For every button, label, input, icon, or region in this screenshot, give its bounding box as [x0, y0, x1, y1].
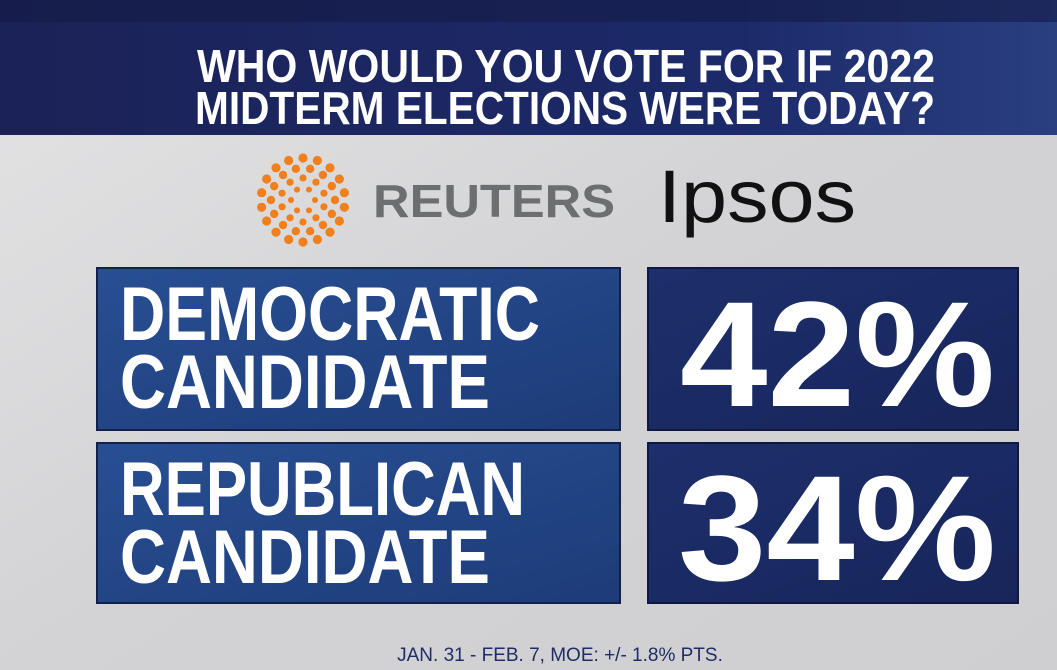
logo-dot — [339, 188, 349, 198]
logo-dot — [257, 202, 267, 212]
logo-dot — [269, 209, 279, 219]
logo-dot — [325, 227, 335, 237]
logo-dot — [271, 163, 281, 173]
logo-dot — [294, 207, 300, 214]
logo-dot — [312, 155, 322, 166]
row-label: DEMOCRATIC — [120, 272, 540, 357]
logo-dot — [257, 188, 267, 198]
logo-dot — [318, 220, 328, 230]
footer-note: JAN. 31 - FEB. 7, MOE: +/- 1.8% PTS. — [397, 645, 723, 666]
reuters-logo-mark — [257, 153, 349, 247]
logo-dot — [305, 226, 315, 236]
logo-dot — [299, 174, 307, 182]
logo-dot — [278, 170, 288, 180]
banner-strip — [0, 0, 1057, 22]
logo-dot — [318, 170, 328, 180]
logo-dot — [286, 178, 294, 186]
label-box — [96, 442, 621, 604]
logo-dot — [278, 220, 288, 230]
logo-dot — [330, 195, 340, 205]
logo-dot — [278, 203, 286, 211]
row-label: CANDIDATE — [120, 515, 490, 600]
logo-dot — [294, 186, 300, 193]
logo-dot — [320, 203, 328, 211]
title-banner — [0, 0, 1057, 135]
logo-dot — [291, 164, 301, 174]
label-box — [96, 267, 621, 431]
value-box — [647, 442, 1019, 604]
logo-dot — [291, 226, 301, 236]
logo-dot — [269, 181, 279, 191]
row-label: CANDIDATE — [120, 340, 490, 425]
logo-dot — [284, 234, 294, 245]
logo-dot — [334, 174, 344, 184]
logo-dot — [312, 214, 320, 222]
logo-dot — [278, 189, 286, 197]
logo-dot — [339, 202, 349, 212]
logo-dot — [306, 186, 312, 193]
logo-dot — [288, 197, 294, 203]
logo-dot — [286, 214, 294, 222]
row-label: REPUBLICAN — [120, 447, 525, 532]
row-value: 42% — [680, 270, 995, 438]
logo-dot — [306, 207, 312, 214]
logo-dot — [325, 163, 335, 173]
title-line: MIDTERM ELECTIONS WERE TODAY? — [195, 82, 935, 134]
logo-dot — [320, 189, 328, 197]
row-value: 34% — [678, 444, 996, 612]
logo-dot — [312, 178, 320, 186]
logo-dot — [262, 174, 272, 184]
logo-dot — [298, 153, 308, 163]
logo-dot — [305, 164, 315, 174]
logo-dot — [271, 227, 281, 237]
logo-dot — [284, 155, 294, 166]
logo-dot — [312, 197, 318, 203]
logo-dot — [299, 218, 307, 226]
title-line: WHO WOULD YOU VOTE FOR IF 2022 — [197, 40, 935, 92]
reuters-logo: REUTERS — [373, 175, 615, 227]
logo-dot — [298, 237, 308, 247]
logo-dot — [334, 216, 344, 226]
logo-dot — [312, 234, 322, 245]
logo-dot — [327, 181, 337, 191]
value-box — [647, 267, 1019, 431]
logo-dot — [262, 216, 272, 226]
logo-dot — [266, 195, 276, 205]
ipsos-logo: Ipsos — [658, 155, 856, 238]
logo-dot — [327, 209, 337, 219]
